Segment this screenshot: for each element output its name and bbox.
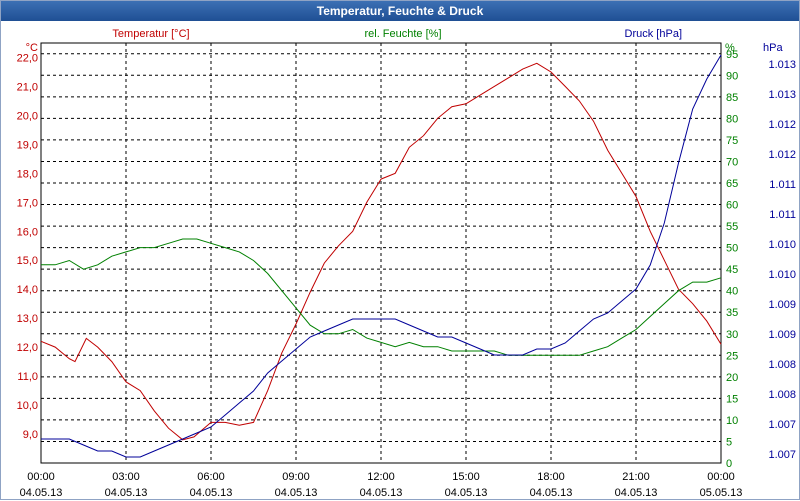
temperature-unit-label: °C	[26, 42, 38, 54]
humidity-tick-label: 95	[726, 49, 738, 61]
temperature-tick-label: 20,0	[17, 110, 38, 122]
x-date-label: 04.05.13	[20, 487, 63, 499]
x-date-label: 04.05.13	[445, 487, 488, 499]
pressure-tick-label: 1.013	[768, 89, 796, 101]
temperature-tick-label: 9,0	[23, 429, 38, 441]
x-time-label: 18:00	[537, 471, 565, 483]
humidity-tick-label: 55	[726, 221, 738, 233]
x-date-label: 04.05.13	[360, 487, 403, 499]
humidity-tick-label: 85	[726, 92, 738, 104]
pressure-tick-label: 1.011	[769, 209, 796, 221]
temperature-tick-label: 17,0	[17, 197, 38, 209]
pressure-tick-label: 1.008	[768, 389, 796, 401]
humidity-series-line	[41, 238, 722, 356]
temperature-tick-label: 19,0	[17, 139, 38, 151]
humidity-tick-label: 20	[726, 372, 738, 384]
humidity-tick-label: 50	[726, 243, 738, 255]
humidity-tick-label: 40	[726, 286, 738, 298]
x-time-label: 09:00	[282, 471, 310, 483]
humidity-tick-label: 70	[726, 156, 738, 168]
x-date-label: 04.05.13	[190, 487, 233, 499]
temperature-tick-label: 15,0	[17, 255, 38, 267]
window-title: Temperatur, Feuchte & Druck	[1, 1, 799, 21]
pressure-unit-label: hPa	[763, 42, 783, 54]
x-time-label: 06:00	[197, 471, 225, 483]
temperature-tick-label: 11,0	[17, 371, 38, 383]
pressure-tick-label: 1.012	[768, 119, 796, 131]
humidity-tick-label: 45	[726, 264, 738, 276]
humidity-tick-label: 60	[726, 200, 738, 212]
temperature-series-line	[40, 62, 722, 441]
humidity-tick-label: 5	[726, 436, 732, 448]
pressure-series-line	[41, 54, 722, 458]
humidity-tick-label: 75	[726, 135, 738, 147]
x-date-label: 04.05.13	[275, 487, 318, 499]
x-time-label: 15:00	[452, 471, 480, 483]
x-time-label: 21:00	[622, 471, 650, 483]
humidity-tick-label: 0	[726, 458, 732, 470]
pressure-tick-label: 1.009	[768, 329, 796, 341]
plot-area-frame	[40, 42, 722, 464]
pressure-tick-label: 1.007	[768, 419, 796, 431]
pressure-tick-label: 1.012	[768, 149, 796, 161]
x-time-label: 00:00	[27, 471, 55, 483]
pressure-legend-label: Druck [hPa]	[625, 28, 682, 40]
temperature-tick-label: 10,0	[17, 400, 38, 412]
pressure-tick-label: 1.011	[769, 179, 796, 191]
humidity-tick-label: 80	[726, 113, 738, 125]
pressure-tick-label: 1.010	[768, 269, 796, 281]
temperature-tick-label: 18,0	[17, 168, 38, 180]
x-date-label: 05.05.13	[700, 487, 743, 499]
pressure-tick-label: 1.010	[768, 239, 796, 251]
temperature-legend-label: Temperatur [°C]	[112, 28, 189, 40]
pressure-tick-label: 1.007	[768, 449, 796, 461]
temperature-tick-label: 21,0	[17, 81, 38, 93]
humidity-tick-label: 10	[726, 415, 738, 427]
humidity-tick-label: 25	[726, 350, 738, 362]
x-time-label: 03:00	[112, 471, 140, 483]
x-date-label: 04.05.13	[105, 487, 148, 499]
humidity-tick-label: 65	[726, 178, 738, 190]
x-date-label: 04.05.13	[615, 487, 658, 499]
pressure-tick-label: 1.009	[768, 299, 796, 311]
temperature-tick-label: 22,0	[17, 52, 38, 64]
pressure-tick-label: 1.008	[768, 359, 796, 371]
temperature-tick-label: 14,0	[17, 284, 38, 296]
x-time-label: 12:00	[367, 471, 395, 483]
humidity-legend-label: rel. Feuchte [%]	[364, 28, 441, 40]
x-time-label: 00:00	[707, 471, 735, 483]
x-date-label: 04.05.13	[530, 487, 573, 499]
humidity-tick-label: 35	[726, 307, 738, 319]
humidity-tick-label: 15	[726, 393, 738, 405]
humidity-tick-label: 30	[726, 329, 738, 341]
temperature-tick-label: 16,0	[17, 226, 38, 238]
temperature-tick-label: 13,0	[17, 313, 38, 325]
temperature-tick-label: 12,0	[17, 342, 38, 354]
humidity-tick-label: 90	[726, 70, 738, 82]
pressure-tick-label: 1.013	[768, 59, 796, 71]
humidity-unit-label: %	[725, 42, 735, 54]
